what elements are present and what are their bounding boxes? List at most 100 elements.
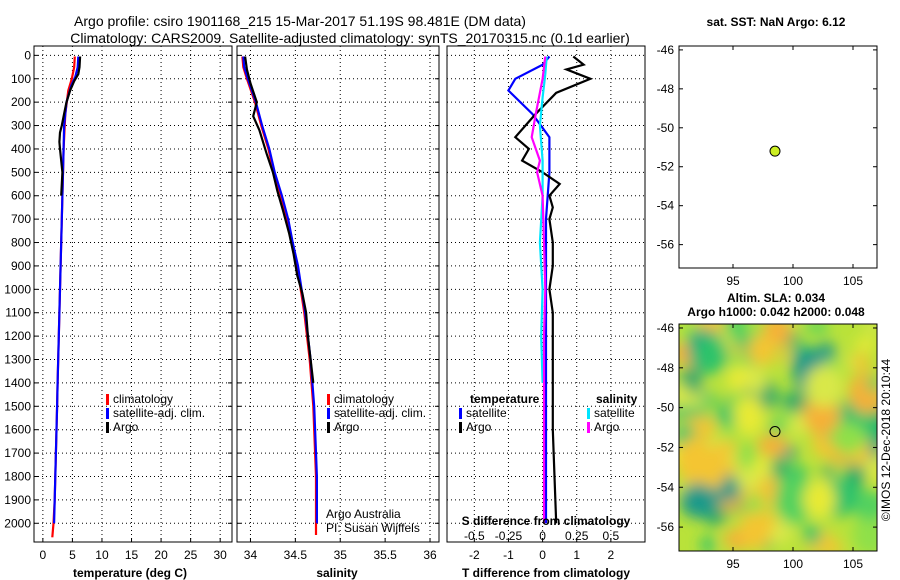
depth-tick-label: 400 [11,142,31,156]
sst_map-ytick-label: -48 [657,82,675,96]
credit-line-2: PI: Susan Wijffels [326,521,420,535]
diff-sal-tick-label: 0.5 [603,529,620,543]
salinity-xlabel: salinity [316,566,358,580]
sla-blob [693,334,729,375]
diff-xtick-label: 0 [539,548,546,562]
temperature-legend-swatch [106,422,109,433]
temperature-legend-swatch [106,408,109,419]
diff-temp-legend-entry: Argo [466,420,492,434]
sla-blob [746,493,764,514]
sst_map-ytick-label: -46 [657,43,675,57]
diff-sal-tick-label: -0.25 [495,529,523,543]
depth-tick-label: 1500 [4,399,31,413]
sst_map-ytick-label: -50 [657,121,675,135]
depth-tick-label: 800 [11,236,31,250]
credit-line-1: Argo Australia [326,507,401,521]
sla-blob [804,365,843,408]
sla-blob [769,421,782,435]
diff-xlabel: T difference from climatology [462,566,630,580]
sla_map-xtick-label: 100 [783,557,803,571]
depth-tick-label: 1800 [4,469,31,483]
diff-temp-legend-entry: satellite [466,406,507,420]
salinity-legend-swatch [327,408,330,419]
depth-tick-label: 1000 [4,282,31,296]
sla-blob [854,337,877,352]
sla_map-map: 95 100 105 -46 -48 -50 -52 -54 -56 [657,321,878,571]
diff-xtick-label: -2 [469,548,480,562]
sla-title-2: Argo h1000: 0.042 h2000: 0.048 [687,305,865,319]
sst-title: sat. SST: NaN Argo: 6.12 [707,15,846,29]
sla_map-ytick-label: -54 [657,480,675,494]
salinity-series-argo [244,56,315,384]
sla-blobs [679,324,877,551]
salinity-chart: 34 34.5 35 35.5 36 climatologysatellite-adj. … [236,45,440,562]
sst_map-argo-point [769,145,781,157]
sla-blob [827,541,843,551]
diff-frame [446,45,646,543]
salinity-xtick-label: 34.5 [284,548,308,562]
temperature-series-argo [58,56,82,196]
sla_map-ytick-label: -46 [657,321,675,335]
sla-blob [736,441,758,470]
diff-sal-legend-swatch [587,422,590,433]
diff-sal-tick-label: 0 [539,529,546,543]
title-line-1: Argo profile: csiro 1901168_215 15-Mar-2… [74,13,526,29]
sla-blob [802,324,815,331]
depth-tick-label: 200 [11,95,31,109]
temperature-xtick-label: 15 [125,548,139,562]
temperature-xlabel: temperature (deg C) [73,566,187,580]
depth-tick-label: 100 [11,72,31,86]
sla-blob [722,324,748,339]
sst-map-panel: sat. SST: NaN Argo: 6.12 [707,15,846,29]
depth-tick-label: 1900 [4,493,31,507]
diff-temp-legend-swatch [459,422,462,433]
salinity-legend-entry: climatology [334,392,394,406]
sst_map-frame [678,45,878,269]
diff-xtick-label: 2 [608,548,615,562]
legend-temperature-title: temperature [470,392,540,406]
sla_map-ytick-label: -56 [657,520,675,534]
sla-blob [700,392,716,406]
salinity-xtick-label: 34 [244,548,258,562]
sla-blob [711,458,728,472]
salinity-series-climatology [241,56,318,535]
diff-xtick-label: -1 [503,548,514,562]
sla-blob [721,428,736,439]
diff-top-label: S difference from climatology [462,514,631,528]
imos-watermark: ©IMOS 12-Dec-2018 20:10:44 [879,359,893,522]
sst_map-xtick-label: 95 [726,274,740,288]
sla-blob [863,457,877,473]
sla-blob [865,324,877,334]
temperature-xtick-label: 20 [154,548,168,562]
sla-blob [852,353,870,371]
diff-series-temperature-Argo [513,55,594,524]
diff-sal-tick-label: -0.5 [464,529,485,543]
diff-series-salinity-satellite [538,56,548,383]
depth-tick-label: 700 [11,212,31,226]
sla-blob [679,436,713,486]
sla-blob [679,382,690,409]
temperature-legend-entry: Argo [113,420,139,434]
sla-blob [728,352,745,367]
salinity-xtick-label: 36 [423,548,437,562]
legend-salinity-title: salinity [596,392,638,406]
sst_map-ytick-label: -56 [657,238,675,252]
salinity-xtick-label: 35.5 [373,548,397,562]
depth-tick-label: 900 [11,259,31,273]
depth-tick-label: 500 [11,165,31,179]
sla-blob [866,375,877,393]
temperature-legend-entry: satellite-adj. clim. [113,406,205,420]
temperature-legend-swatch [106,394,109,405]
salinity-xtick-label: 35 [334,548,348,562]
salinity-legend-swatch [327,394,330,405]
sla-blob [852,512,877,551]
sla-blob [831,422,866,455]
sla_map-frame [678,323,878,552]
sla-blob [770,456,787,479]
sla-blob [774,473,814,525]
sla-blob [804,524,822,546]
sla-blob [745,366,767,395]
diff-series-temperature-satellite [507,55,551,524]
depth-tick-label: 0 [24,48,31,62]
